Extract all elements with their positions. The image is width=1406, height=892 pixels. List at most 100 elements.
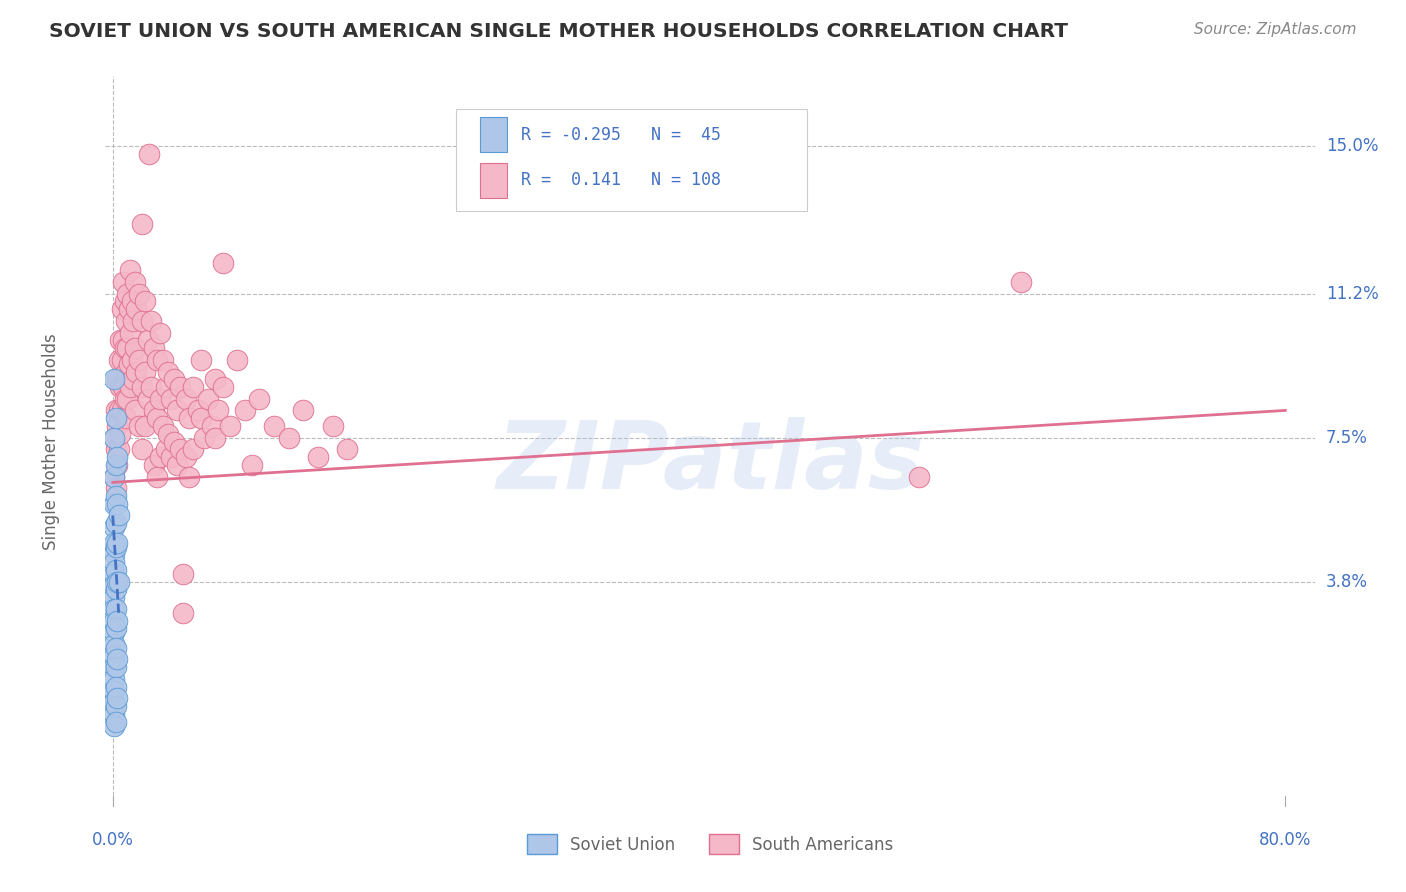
Point (233, 403, 256, 417)
Point (104, 489, 127, 503)
Point (211, 255, 233, 269)
Point (155, 380, 177, 394)
Point (104, 680, 127, 694)
Point (105, 458, 128, 472)
Point (1011, 275, 1033, 289)
Point (197, 392, 219, 406)
Point (103, 660, 125, 674)
Point (122, 314, 145, 328)
Point (155, 442, 177, 457)
Point (125, 364, 148, 378)
Point (103, 683, 125, 698)
Point (103, 614, 125, 628)
Point (307, 450, 329, 464)
Point (177, 411, 200, 425)
Point (183, 380, 205, 394)
Point (104, 714, 127, 729)
Point (108, 426, 131, 441)
Text: Single Mother Households: Single Mother Households (42, 334, 60, 549)
Point (136, 392, 159, 406)
Point (103, 431, 125, 445)
FancyBboxPatch shape (481, 117, 508, 153)
Point (104, 411, 127, 425)
Point (107, 442, 129, 457)
Point (105, 574, 128, 589)
Point (193, 431, 215, 445)
Point (103, 520, 125, 534)
Point (103, 555, 125, 569)
Point (139, 380, 162, 394)
Point (103, 590, 125, 604)
Point (149, 450, 172, 464)
Point (114, 294, 136, 309)
Point (124, 403, 146, 417)
Point (115, 411, 138, 425)
FancyBboxPatch shape (456, 109, 807, 211)
Point (125, 302, 148, 317)
Point (131, 314, 153, 328)
Point (128, 419, 150, 434)
Point (104, 621, 127, 635)
Point (174, 450, 197, 464)
Point (157, 364, 180, 378)
Point (204, 431, 226, 445)
Point (103, 602, 125, 616)
Point (163, 372, 186, 386)
Point (118, 302, 141, 317)
Point (104, 563, 127, 577)
Point (336, 442, 359, 457)
Point (105, 614, 128, 628)
Point (263, 419, 285, 434)
Point (104, 516, 127, 531)
Point (163, 434, 186, 449)
Point (183, 442, 205, 457)
Point (121, 294, 143, 309)
Point (103, 535, 125, 549)
Point (105, 419, 128, 434)
Point (114, 392, 136, 406)
Point (115, 364, 138, 378)
Point (121, 352, 143, 367)
Text: R = -0.295   N =  45: R = -0.295 N = 45 (522, 126, 721, 144)
Text: SOVIET UNION VS SOUTH AMERICAN SINGLE MOTHER HOUSEHOLDS CORRELATION CHART: SOVIET UNION VS SOUTH AMERICAN SINGLE MO… (49, 22, 1069, 41)
Point (107, 574, 129, 589)
Point (226, 352, 249, 367)
Point (134, 364, 156, 378)
Point (131, 217, 153, 231)
Point (122, 372, 145, 386)
Point (152, 419, 174, 434)
Point (107, 403, 129, 417)
Point (131, 380, 153, 394)
Point (104, 699, 127, 714)
Point (108, 380, 131, 394)
Point (211, 380, 233, 394)
Point (908, 469, 931, 483)
Point (128, 352, 150, 367)
Point (204, 372, 226, 386)
Point (149, 326, 172, 340)
Point (103, 578, 125, 592)
Point (112, 334, 135, 348)
Point (190, 352, 212, 367)
Point (166, 458, 188, 472)
Point (134, 419, 156, 434)
Point (103, 469, 125, 483)
Point (190, 411, 212, 425)
Point (145, 469, 167, 483)
Point (103, 625, 125, 640)
Point (104, 640, 127, 655)
Point (177, 469, 200, 483)
Point (219, 419, 242, 434)
Point (145, 352, 167, 367)
Point (112, 275, 135, 289)
Point (105, 691, 128, 706)
Point (128, 286, 150, 301)
Point (105, 535, 128, 549)
Point (110, 352, 132, 367)
Point (115, 314, 138, 328)
Point (107, 508, 129, 523)
Point (112, 380, 135, 394)
Point (103, 637, 125, 651)
Point (157, 426, 180, 441)
Point (117, 341, 139, 355)
